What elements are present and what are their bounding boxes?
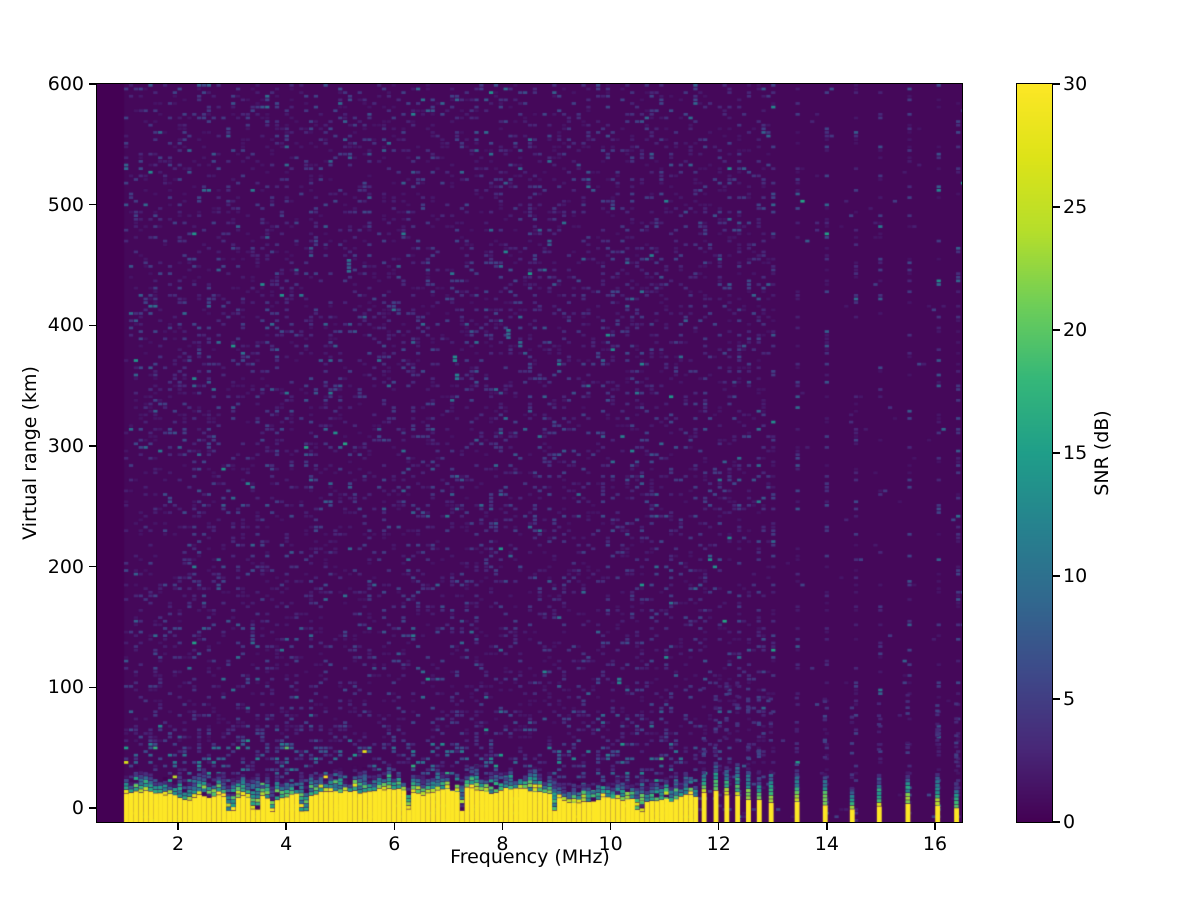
colorbar-tick [1052,452,1060,454]
colorbar-gradient-canvas [1016,83,1052,822]
colorbar-tick [1052,821,1060,823]
colorbar-tick-label: 5 [1063,688,1076,710]
x-axis-tick-label: 12 [706,833,731,855]
x-axis-tick-label: 16 [922,833,948,855]
y-axis-tick-label: 200 [47,555,84,578]
y-axis-tick-label: 500 [47,193,84,216]
x-axis-tick-label: 2 [172,833,185,855]
y-axis-tick-label: 100 [47,676,84,699]
x-axis-tick-label: 14 [814,833,839,855]
x-axis-tick [826,822,828,830]
y-axis-tick [89,807,96,809]
x-axis-tick [934,822,936,830]
y-axis-tick [89,203,96,206]
colorbar-tick-label: 15 [1063,442,1088,464]
x-axis-tick [393,822,396,830]
y-axis-tick [89,686,96,689]
colorbar-tick [1052,83,1060,85]
x-axis-tick [501,822,504,830]
y-axis-tick-label: 400 [47,314,84,337]
x-axis-tick [177,822,179,830]
plot-area [95,82,963,823]
x-axis-tick-label: 6 [388,833,401,855]
colorbar-tick-label: 10 [1063,565,1088,587]
y-axis-tick-label: 600 [47,73,84,95]
colorbar-tick [1052,206,1060,208]
x-axis-tick [717,822,720,830]
colorbar-tick-label: 25 [1063,196,1088,218]
x-axis-tick-label: 10 [598,833,623,855]
colorbar-tick [1052,575,1060,577]
y-axis-tick [89,324,96,327]
y-axis-tick-label: 0 [71,797,84,820]
x-axis-tick-label: 8 [496,833,509,855]
x-axis-tick [609,822,612,830]
x-axis-label: Frequency (MHz) [450,846,610,868]
y-axis-tick [89,83,96,85]
x-axis-tick-label: 4 [280,833,293,855]
colorbar-tick-label: 0 [1063,811,1076,833]
x-axis-tick [285,822,287,830]
colorbar-tick [1052,329,1060,331]
y-axis-tick-label: 300 [47,435,84,458]
colorbar-tick-label: 30 [1063,73,1088,95]
colorbar-tick-label: 20 [1063,319,1088,341]
colorbar [1015,82,1053,823]
ionogram-heatmap-canvas [96,83,962,822]
y-axis-tick [89,445,96,447]
colorbar-tick [1052,698,1060,700]
y-axis-tick [89,565,96,568]
